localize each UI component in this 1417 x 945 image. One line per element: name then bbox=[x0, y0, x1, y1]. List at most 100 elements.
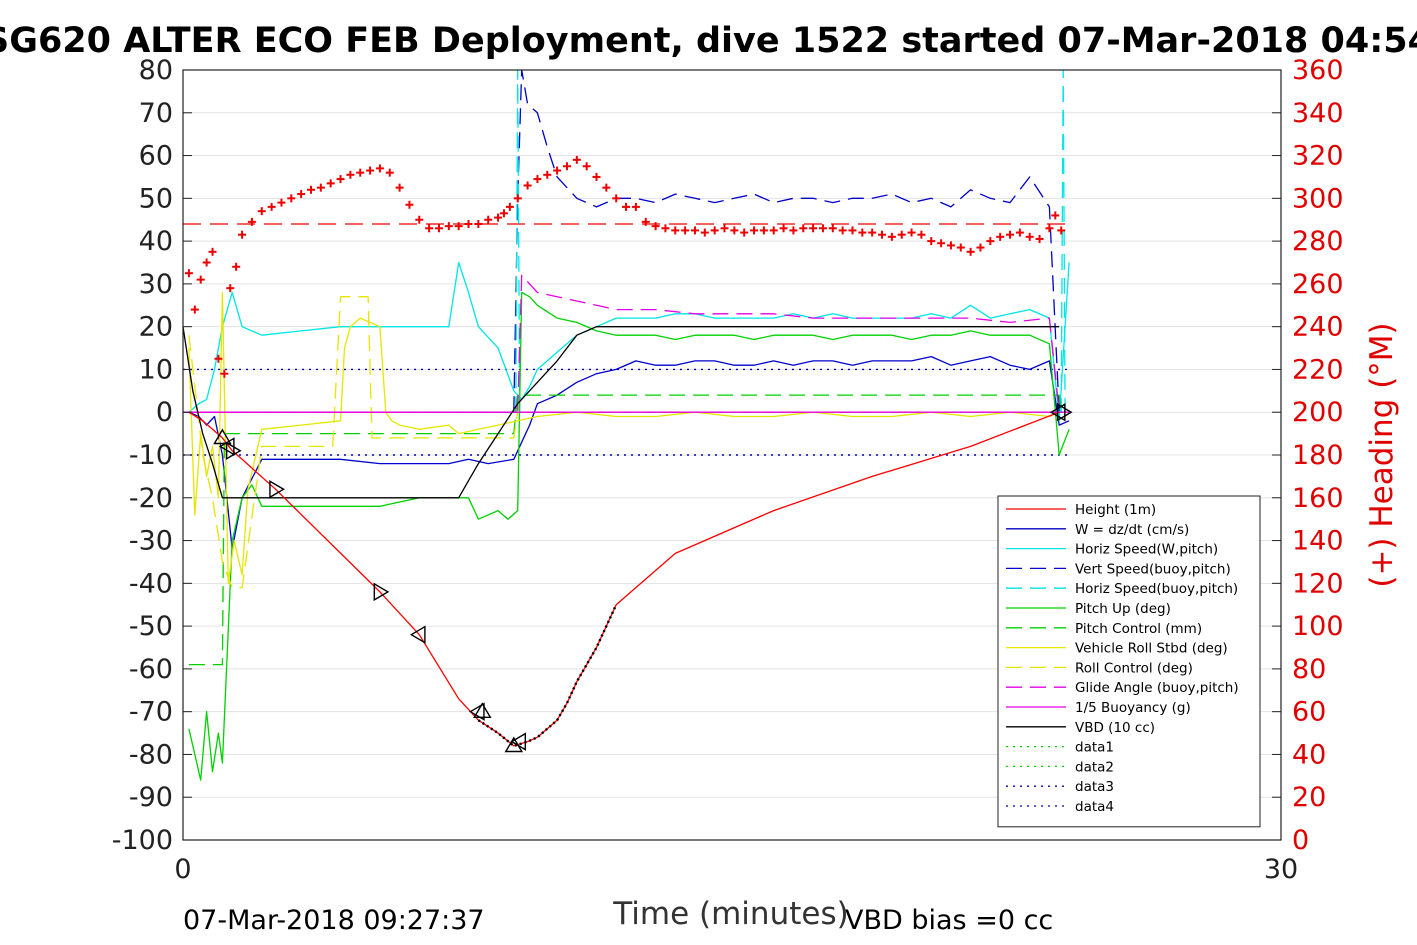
y-tick-label-10: -20 bbox=[129, 483, 173, 514]
footer-vbd-bias: VBD bias =0 cc bbox=[845, 905, 1053, 936]
heading-point-83 bbox=[956, 243, 965, 252]
heading-point-59 bbox=[720, 224, 729, 233]
heading-point-45 bbox=[582, 162, 591, 171]
heading-point-40 bbox=[533, 175, 542, 184]
heading-point-20 bbox=[346, 170, 355, 179]
y-right-tick-label-3: 300 bbox=[1292, 183, 1344, 214]
heading-point-66 bbox=[789, 226, 798, 235]
y-tick-label-11: -30 bbox=[129, 526, 173, 557]
y-tick-label-4: 40 bbox=[139, 226, 173, 257]
heading-point-67 bbox=[799, 224, 808, 233]
y-tick-label-13: -50 bbox=[129, 611, 173, 642]
series-vert-speed-buoy-pitch- bbox=[513, 69, 1060, 413]
x-tick-label-0: 0 bbox=[174, 854, 191, 885]
marker-triangle-2 bbox=[225, 441, 242, 460]
y-right-tick-label-14: 80 bbox=[1292, 654, 1326, 685]
y-tick-label-17: -90 bbox=[129, 782, 173, 813]
legend-entry-13: data2 bbox=[1075, 759, 1114, 775]
legend-box bbox=[997, 495, 1261, 828]
legend-entry-4: Horiz Speed(buoy,pitch) bbox=[1075, 581, 1238, 597]
marker-triangle-9 bbox=[510, 732, 527, 751]
y-right-tick-label-17: 20 bbox=[1292, 782, 1326, 813]
heading-point-13 bbox=[277, 198, 286, 207]
plot-area: 80706050403020100-10-20-30-40-50-60-70-8… bbox=[112, 55, 1344, 885]
legend-entry-6: Pitch Control (mm) bbox=[1075, 621, 1202, 637]
heading-point-93 bbox=[1051, 211, 1060, 220]
heading-point-69 bbox=[818, 224, 827, 233]
footer-timestamp: 07-Mar-2018 09:27:37 bbox=[183, 905, 485, 936]
y-tick-label-8: 0 bbox=[156, 397, 173, 428]
heading-point-50 bbox=[631, 202, 640, 211]
heading-point-94 bbox=[1057, 226, 1066, 235]
heading-point-56 bbox=[690, 226, 699, 235]
legend-entry-9: Glide Angle (buoy,pitch) bbox=[1075, 680, 1239, 696]
series-w-dz-dt-cm-s- bbox=[188, 355, 1070, 550]
x-tick-label-1: 30 bbox=[1264, 854, 1298, 885]
heading-point-37 bbox=[505, 202, 514, 211]
heading-point-85 bbox=[976, 243, 985, 252]
heading-point-36 bbox=[499, 209, 508, 218]
y-tick-label-6: 20 bbox=[139, 312, 173, 343]
heading-point-47 bbox=[602, 183, 611, 192]
heading-point-39 bbox=[523, 181, 532, 190]
legend-entry-15: data4 bbox=[1075, 799, 1114, 815]
heading-point-31 bbox=[454, 222, 463, 231]
heading-point-52 bbox=[651, 222, 660, 231]
heading-point-24 bbox=[385, 168, 394, 177]
y-right-tick-label-13: 100 bbox=[1292, 611, 1344, 642]
legend-entry-2: Horiz Speed(W,pitch) bbox=[1075, 542, 1218, 558]
heading-point-10 bbox=[247, 217, 256, 226]
heading-point-76 bbox=[887, 232, 896, 241]
heading-point-79 bbox=[917, 230, 926, 239]
heading-point-51 bbox=[641, 217, 650, 226]
heading-point-57 bbox=[700, 228, 709, 237]
right-y-axis-label: (+) Heading (°M) bbox=[1364, 322, 1400, 587]
heading-point-16 bbox=[306, 185, 315, 194]
heading-point-8 bbox=[232, 262, 241, 271]
heading-point-53 bbox=[661, 224, 670, 233]
x-axis-label: Time (minutes) bbox=[612, 896, 848, 932]
heading-point-6 bbox=[220, 369, 229, 378]
y-tick-label-2: 60 bbox=[139, 141, 173, 172]
heading-point-75 bbox=[878, 230, 887, 239]
heading-point-4 bbox=[208, 247, 217, 256]
heading-point-33 bbox=[474, 220, 483, 228]
heading-point-77 bbox=[897, 230, 906, 239]
legend-entry-5: Pitch Up (deg) bbox=[1075, 601, 1171, 617]
heading-point-54 bbox=[671, 226, 680, 235]
heading-point-81 bbox=[937, 239, 946, 248]
y-tick-label-12: -40 bbox=[129, 568, 173, 599]
heading-point-26 bbox=[405, 200, 414, 209]
marker-triangle-7 bbox=[473, 702, 492, 718]
y-right-tick-label-18: 0 bbox=[1292, 825, 1309, 856]
heading-point-44 bbox=[572, 155, 581, 164]
heading-point-87 bbox=[996, 232, 1005, 241]
y-tick-label-15: -70 bbox=[129, 697, 173, 728]
heading-point-49 bbox=[622, 202, 631, 211]
heading-point-19 bbox=[336, 175, 345, 184]
heading-point-43 bbox=[562, 162, 571, 171]
heading-point-27 bbox=[415, 215, 424, 224]
heading-point-91 bbox=[1035, 234, 1044, 243]
heading-point-55 bbox=[681, 226, 690, 235]
y-right-tick-label-15: 60 bbox=[1292, 697, 1326, 728]
legend-entry-8: Roll Control (deg) bbox=[1075, 660, 1193, 676]
heading-point-72 bbox=[848, 226, 857, 235]
heading-point-15 bbox=[297, 190, 306, 199]
heading-point-3 bbox=[202, 258, 211, 267]
heading-point-32 bbox=[464, 220, 473, 228]
heading-point-22 bbox=[366, 166, 375, 175]
heading-point-88 bbox=[1006, 230, 1015, 239]
heading-point-18 bbox=[326, 179, 335, 188]
y-right-tick-label-8: 200 bbox=[1292, 397, 1344, 428]
heading-point-12 bbox=[267, 202, 276, 211]
heading-point-58 bbox=[710, 226, 719, 235]
y-tick-label-7: 10 bbox=[139, 354, 173, 385]
heading-point-7 bbox=[226, 284, 235, 293]
heading-point-29 bbox=[434, 224, 443, 233]
legend-entry-14: data3 bbox=[1075, 779, 1114, 795]
heading-point-62 bbox=[750, 226, 759, 235]
legend-entry-7: Vehicle Roll Stbd (deg) bbox=[1075, 641, 1228, 657]
heading-point-70 bbox=[828, 224, 837, 233]
